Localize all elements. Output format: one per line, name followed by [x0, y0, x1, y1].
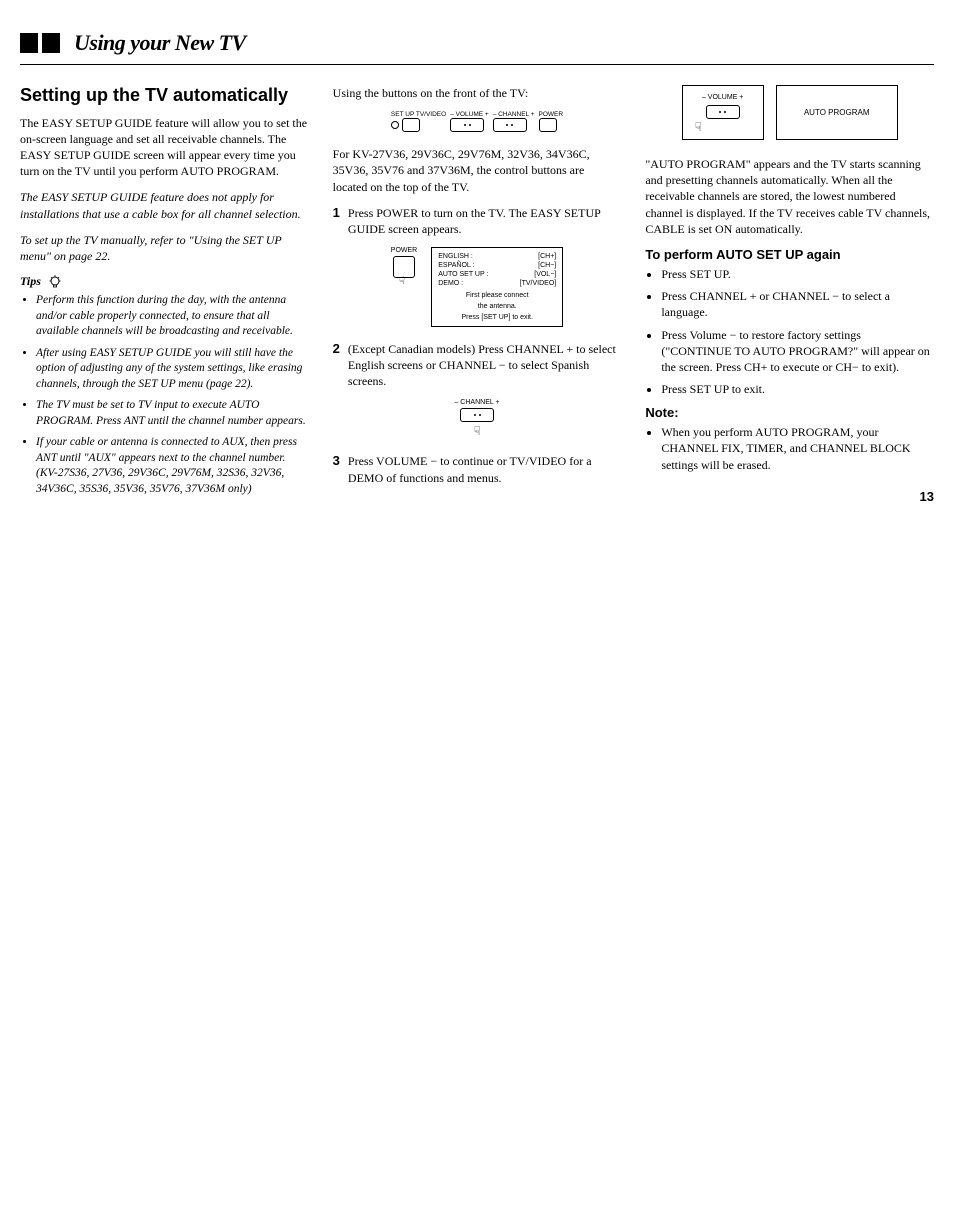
- screen-row-val: [CH+]: [538, 252, 556, 261]
- setup-ring-icon: [391, 121, 399, 129]
- subheading-auto-setup: To perform AUTO SET UP again: [645, 247, 934, 262]
- screen-foot-1: First please connect: [438, 291, 556, 300]
- channel-button-diagram: [460, 408, 494, 422]
- step-text: Press VOLUME − to continue or TV/VIDEO f…: [348, 453, 621, 485]
- tips-text: Tips: [20, 274, 41, 289]
- screen-row-val: [TV/VIDEO]: [520, 279, 557, 288]
- channel-button-group: – CHANNEL +: [493, 111, 535, 132]
- page-title: Using your New TV: [74, 30, 246, 56]
- channel-label: – CHANNEL +: [493, 111, 535, 118]
- lightbulb-icon: [49, 275, 61, 289]
- volume-button-group: – VOLUME +: [450, 111, 488, 132]
- list-item: Press Volume − to restore factory settin…: [661, 327, 934, 376]
- auto-setup-steps: Press SET UP. Press CHANNEL + or CHANNEL…: [645, 266, 934, 397]
- tvvideo-button-icon: [402, 118, 420, 132]
- power-small-label: POWER: [391, 247, 417, 254]
- tip-item: After using EASY SETUP GUIDE you will st…: [36, 346, 309, 393]
- horizontal-rule: [20, 64, 934, 65]
- tip-item: The TV must be set to TV input to execut…: [36, 398, 309, 429]
- italic-note-2: To set up the TV manually, refer to "Usi…: [20, 232, 309, 264]
- list-item: Press SET UP to exit.: [661, 381, 934, 397]
- screen-foot-3: Press [SET UP] to exit.: [438, 313, 556, 322]
- screen-row-label: ESPAÑOL :: [438, 261, 474, 270]
- power-button-group: POWER: [539, 111, 564, 132]
- box-icon: [42, 33, 60, 53]
- screen-row-val: [VOL−]: [534, 270, 556, 279]
- button-location-note: For KV-27V36, 29V36C, 29V76M, 32V36, 34V…: [333, 146, 622, 195]
- page-header: Using your New TV: [20, 30, 934, 56]
- tips-list: Perform this function during the day, wi…: [20, 293, 309, 497]
- channel-small-label: – CHANNEL +: [333, 399, 622, 406]
- channel-button-icon: [493, 118, 527, 132]
- volume-label: – VOLUME +: [450, 111, 488, 118]
- page-number: 13: [645, 489, 934, 504]
- list-item: Press CHANNEL + or CHANNEL − to select a…: [661, 288, 934, 320]
- tips-label: Tips: [20, 274, 309, 289]
- note-label: Note:: [645, 405, 934, 420]
- decorative-boxes: [20, 33, 60, 53]
- setup-button-group: SET UP TV/VIDEO: [391, 111, 446, 132]
- volume-block: – VOLUME + ☟: [682, 85, 764, 140]
- auto-program-label: AUTO PROGRAM: [804, 108, 870, 117]
- power-screen-diagram: POWER ☟ ENGLISH : [CH+] ESPAÑOL : [CH−] AU…: [333, 247, 622, 327]
- step-2: 2 (Except Canadian models) Press CHANNEL…: [333, 341, 622, 390]
- column-3: – VOLUME + ☟ AUTO PROGRAM "AUTO PROGRAM"…: [645, 85, 934, 504]
- list-item: When you perform AUTO PROGRAM, your CHAN…: [661, 424, 934, 473]
- auto-program-screen: AUTO PROGRAM: [776, 85, 898, 140]
- power-button-diagram: ☟: [393, 256, 415, 278]
- section-title: Setting up the TV automatically: [20, 85, 309, 107]
- screen-foot-2: the antenna.: [438, 302, 556, 311]
- step-text: Press POWER to turn on the TV. The EASY …: [348, 205, 621, 237]
- auto-program-description: "AUTO PROGRAM" appears and the TV starts…: [645, 156, 934, 237]
- col2-intro: Using the buttons on the front of the TV…: [333, 85, 622, 101]
- finger-icon: ☟: [333, 424, 622, 439]
- content-columns: Setting up the TV automatically The EASY…: [20, 85, 934, 504]
- step-1: 1 Press POWER to turn on the TV. The EAS…: [333, 205, 622, 237]
- volume-button-icon: [450, 118, 484, 132]
- column-1: Setting up the TV automatically The EASY…: [20, 85, 309, 504]
- tip-item: Perform this function during the day, wi…: [36, 293, 309, 340]
- finger-icon: ☟: [695, 120, 702, 135]
- step-number: 1: [333, 205, 340, 237]
- step-3: 3 Press VOLUME − to continue or TV/VIDEO…: [333, 453, 622, 485]
- list-item: Press SET UP.: [661, 266, 934, 282]
- column-2: Using the buttons on the front of the TV…: [333, 85, 622, 504]
- box-icon: [20, 33, 38, 53]
- italic-note-1: The EASY SETUP GUIDE feature does not ap…: [20, 189, 309, 221]
- tip-item: If your cable or antenna is connected to…: [36, 435, 309, 497]
- setup-label: SET UP TV/VIDEO: [391, 111, 446, 118]
- front-buttons-diagram: SET UP TV/VIDEO – VOLUME + – CHANNEL + P…: [333, 111, 622, 132]
- screen-row-label: ENGLISH :: [438, 252, 473, 261]
- screen-row-label: AUTO SET UP :: [438, 270, 488, 279]
- volume-auto-diagram: – VOLUME + ☟ AUTO PROGRAM: [645, 85, 934, 140]
- step-number: 2: [333, 341, 340, 390]
- volume-button-diagram: [706, 105, 740, 119]
- note-list: When you perform AUTO PROGRAM, your CHAN…: [645, 424, 934, 473]
- screen-row-val: [CH−]: [538, 261, 556, 270]
- intro-paragraph: The EASY SETUP GUIDE feature will allow …: [20, 115, 309, 180]
- volume-small-label: – VOLUME +: [689, 94, 757, 101]
- step-text: (Except Canadian models) Press CHANNEL +…: [348, 341, 621, 390]
- power-button-icon: [539, 118, 557, 132]
- power-label: POWER: [539, 111, 564, 118]
- power-press-illustration: POWER ☟: [391, 247, 417, 278]
- setup-guide-screen: ENGLISH : [CH+] ESPAÑOL : [CH−] AUTO SET U…: [431, 247, 563, 327]
- step-number: 3: [333, 453, 340, 485]
- channel-diagram: – CHANNEL + ☟: [333, 399, 622, 439]
- screen-row-label: DEMO :: [438, 279, 463, 288]
- finger-icon: ☟: [399, 276, 405, 287]
